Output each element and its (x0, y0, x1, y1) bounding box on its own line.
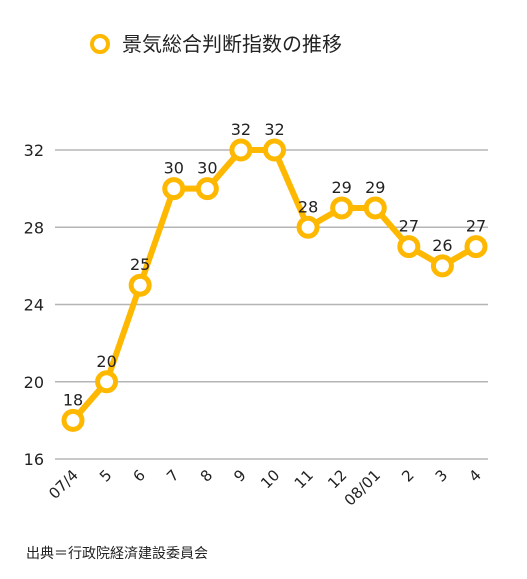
x-tick-label: 4 (465, 466, 484, 485)
y-tick-label: 16 (24, 450, 44, 469)
x-tick-label: 8 (197, 466, 216, 485)
data-point (128, 273, 152, 297)
source-note: 出典＝行政院経済建設委員会 (26, 546, 208, 562)
legend-marker (90, 34, 110, 54)
data-label: 32 (264, 120, 284, 139)
data-point (296, 215, 320, 239)
data-point (61, 408, 85, 432)
data-point (430, 254, 454, 278)
data-label: 26 (432, 236, 452, 255)
x-tick-label: 3 (432, 466, 451, 485)
y-tick-label: 32 (24, 141, 44, 160)
gridlines (55, 149, 488, 460)
y-tick-label: 20 (24, 373, 44, 392)
data-labels: 18 20 25 30 30 32 32 28 29 29 27 26 27 (63, 120, 486, 409)
x-tick-label: 12 (324, 466, 350, 492)
data-point (464, 235, 488, 259)
data-point (363, 196, 387, 220)
data-point (397, 235, 421, 259)
x-tick-label: 6 (130, 466, 149, 485)
data-point (95, 370, 119, 394)
y-axis: 16 20 24 28 32 (24, 141, 44, 469)
data-label: 27 (399, 217, 419, 236)
x-tick-label: 08/01 (341, 466, 384, 509)
data-label: 18 (63, 390, 83, 409)
x-tick-label: 07/4 (45, 466, 82, 503)
data-label: 20 (96, 352, 116, 371)
y-tick-label: 24 (24, 296, 44, 315)
data-label: 30 (197, 159, 217, 178)
x-tick-label: 2 (398, 466, 417, 485)
data-label: 28 (298, 197, 318, 216)
x-tick-label: 11 (291, 466, 317, 492)
series-line (61, 138, 488, 432)
data-point (162, 177, 186, 201)
data-point (330, 196, 354, 220)
data-label: 29 (331, 178, 351, 197)
y-tick-label: 28 (24, 218, 44, 237)
data-label: 29 (365, 178, 385, 197)
x-tick-label: 9 (230, 466, 249, 485)
data-label: 27 (466, 217, 486, 236)
x-tick-label: 10 (257, 466, 283, 492)
legend-label: 景気総合判断指数の推移 (122, 32, 342, 56)
data-label: 25 (130, 255, 150, 274)
data-point (263, 138, 286, 162)
data-point (195, 177, 219, 201)
legend: 景気総合判断指数の推移 (90, 32, 342, 56)
x-tick-label: 5 (96, 466, 115, 485)
data-label: 30 (164, 159, 184, 178)
x-tick-label: 7 (163, 466, 182, 485)
data-label: 32 (231, 120, 251, 139)
data-point (229, 138, 253, 162)
